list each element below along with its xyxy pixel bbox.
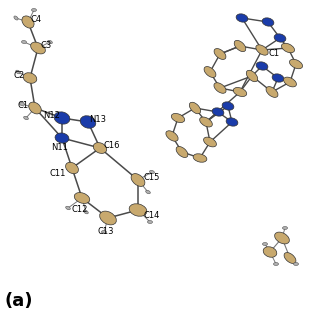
Ellipse shape <box>23 73 37 83</box>
Ellipse shape <box>20 102 24 106</box>
Ellipse shape <box>212 108 224 116</box>
Text: N12: N12 <box>44 111 60 121</box>
Ellipse shape <box>131 173 145 187</box>
Ellipse shape <box>80 116 96 128</box>
Text: (a): (a) <box>5 292 34 310</box>
Ellipse shape <box>293 262 299 266</box>
Ellipse shape <box>93 143 107 153</box>
Ellipse shape <box>66 162 78 174</box>
Ellipse shape <box>66 206 70 210</box>
Ellipse shape <box>84 211 88 213</box>
Ellipse shape <box>290 59 302 69</box>
Ellipse shape <box>284 252 296 263</box>
Ellipse shape <box>31 42 45 54</box>
Ellipse shape <box>31 9 36 12</box>
Ellipse shape <box>263 247 277 257</box>
Ellipse shape <box>13 17 19 20</box>
Ellipse shape <box>246 71 258 81</box>
Ellipse shape <box>262 243 268 245</box>
Ellipse shape <box>213 50 227 59</box>
Text: C16: C16 <box>104 141 120 150</box>
Ellipse shape <box>55 133 69 143</box>
Text: C3: C3 <box>40 42 52 51</box>
Text: C4: C4 <box>30 15 42 25</box>
Ellipse shape <box>284 76 296 87</box>
Text: C14: C14 <box>144 212 160 220</box>
Text: C1: C1 <box>17 101 28 110</box>
Ellipse shape <box>150 170 154 174</box>
Ellipse shape <box>129 204 147 216</box>
Ellipse shape <box>255 46 269 54</box>
Text: N11: N11 <box>52 143 68 153</box>
Ellipse shape <box>262 18 274 26</box>
Ellipse shape <box>233 88 247 96</box>
Ellipse shape <box>189 102 201 114</box>
Ellipse shape <box>274 262 278 266</box>
Ellipse shape <box>203 68 217 76</box>
Ellipse shape <box>165 132 179 140</box>
Text: C15: C15 <box>144 173 160 182</box>
Ellipse shape <box>256 62 268 70</box>
Ellipse shape <box>233 42 247 51</box>
Ellipse shape <box>283 227 287 229</box>
Ellipse shape <box>29 102 41 114</box>
Ellipse shape <box>24 116 28 120</box>
Text: C1: C1 <box>268 49 280 58</box>
Text: C2: C2 <box>13 71 25 81</box>
Ellipse shape <box>266 87 278 97</box>
Ellipse shape <box>204 137 216 147</box>
Ellipse shape <box>146 190 150 194</box>
Ellipse shape <box>74 193 90 204</box>
Ellipse shape <box>21 40 27 44</box>
Ellipse shape <box>100 211 116 225</box>
Text: C13: C13 <box>98 227 114 236</box>
Text: C11: C11 <box>50 169 66 178</box>
Ellipse shape <box>22 16 34 28</box>
Ellipse shape <box>193 154 207 163</box>
Ellipse shape <box>148 220 152 224</box>
Ellipse shape <box>226 118 238 126</box>
Ellipse shape <box>175 148 189 156</box>
Ellipse shape <box>16 70 20 74</box>
Ellipse shape <box>274 34 286 42</box>
Ellipse shape <box>54 112 70 124</box>
Ellipse shape <box>48 40 52 44</box>
Ellipse shape <box>272 74 284 82</box>
Ellipse shape <box>222 102 234 110</box>
Ellipse shape <box>236 14 248 22</box>
Ellipse shape <box>275 232 289 244</box>
Ellipse shape <box>213 84 227 92</box>
Ellipse shape <box>199 117 212 127</box>
Text: N13: N13 <box>90 115 107 124</box>
Text: C12: C12 <box>72 205 88 214</box>
Ellipse shape <box>281 44 295 52</box>
Ellipse shape <box>172 113 184 123</box>
Ellipse shape <box>102 230 106 234</box>
